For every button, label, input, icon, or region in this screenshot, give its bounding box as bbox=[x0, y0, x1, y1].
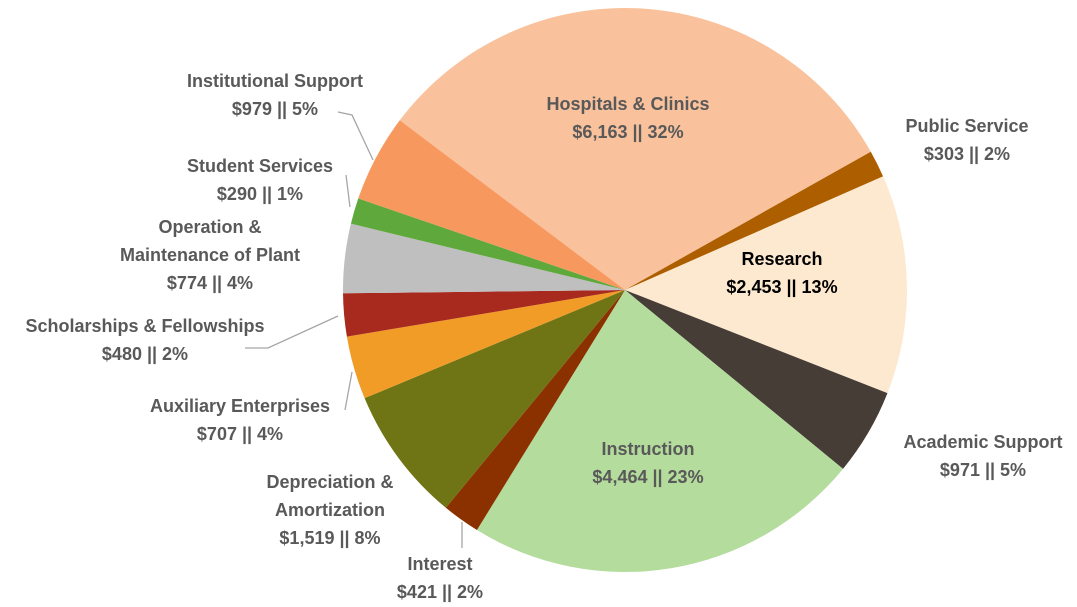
slice-name: Student Services bbox=[186, 156, 334, 176]
data-label: Academic Support $971 || 5% bbox=[873, 428, 1077, 484]
data-label: Public Service $303 || 2% bbox=[867, 112, 1067, 168]
slice-value: $303 || 2% bbox=[923, 144, 1011, 164]
pie-slice bbox=[343, 223, 625, 294]
slice-name: Depreciation & Amortization bbox=[266, 472, 394, 520]
pie-slice bbox=[625, 176, 907, 394]
pie-slice bbox=[625, 290, 888, 469]
data-label: Research $2,453 || 13% bbox=[682, 245, 882, 301]
data-label: Student Services $290 || 1% bbox=[160, 152, 360, 208]
slice-value: $290 || 1% bbox=[216, 184, 304, 204]
slice-name: Instruction bbox=[601, 439, 695, 459]
slice-value: $707 || 4% bbox=[196, 424, 284, 444]
slice-name: Scholarships & Fellowships bbox=[25, 316, 265, 336]
pie-slice bbox=[343, 290, 625, 337]
leader-line bbox=[337, 111, 374, 161]
slice-name: Institutional Support bbox=[187, 71, 363, 91]
slice-name: Research bbox=[741, 249, 823, 269]
slice-name: Public Service bbox=[905, 116, 1029, 136]
slice-value: $480 || 2% bbox=[101, 344, 189, 364]
slice-name: Academic Support bbox=[903, 432, 1063, 452]
leader-line bbox=[345, 174, 351, 208]
leader-line bbox=[245, 315, 339, 349]
data-label: Interest $421 || 2% bbox=[360, 550, 520, 606]
data-label: Auxiliary Enterprises $707 || 4% bbox=[120, 392, 360, 448]
slice-name: Auxiliary Enterprises bbox=[149, 396, 331, 416]
slice-value: $2,453 || 13% bbox=[726, 277, 838, 297]
pie-slice bbox=[358, 120, 625, 290]
pie-slice bbox=[476, 290, 844, 572]
data-label: Institutional Support $979 || 5% bbox=[155, 67, 395, 123]
slice-value: $971 || 5% bbox=[939, 460, 1027, 480]
slice-name: Hospitals & Clinics bbox=[546, 94, 710, 114]
slice-value: $1,519 || 8% bbox=[279, 528, 381, 548]
slice-value: $421 || 2% bbox=[396, 582, 484, 602]
data-label: Depreciation & Amortization $1,519 || 8% bbox=[248, 468, 413, 552]
pie-slice bbox=[364, 290, 625, 508]
data-label: Hospitals & Clinics $6,163 || 32% bbox=[498, 90, 758, 146]
data-label: Instruction $4,464 || 23% bbox=[538, 435, 758, 491]
slice-value: $774 || 4% bbox=[166, 273, 254, 293]
slice-name: Interest bbox=[407, 554, 473, 574]
data-label: Operation & Maintenance of Plant $774 || … bbox=[105, 213, 315, 297]
pie-slice bbox=[350, 198, 625, 290]
slice-value: $4,464 || 23% bbox=[592, 467, 704, 487]
slice-value: $6,163 || 32% bbox=[572, 122, 684, 142]
leader-lines bbox=[245, 111, 463, 548]
slice-value: $979 || 5% bbox=[231, 99, 319, 119]
pie-slice bbox=[445, 290, 625, 531]
pie-slice bbox=[346, 290, 625, 399]
slice-name: Operation & Maintenance of Plant bbox=[119, 217, 301, 265]
pie-slice bbox=[399, 8, 871, 291]
leader-line bbox=[344, 371, 353, 411]
data-label: Scholarships & Fellowships $480 || 2% bbox=[0, 312, 295, 368]
pie-slice bbox=[625, 151, 884, 290]
